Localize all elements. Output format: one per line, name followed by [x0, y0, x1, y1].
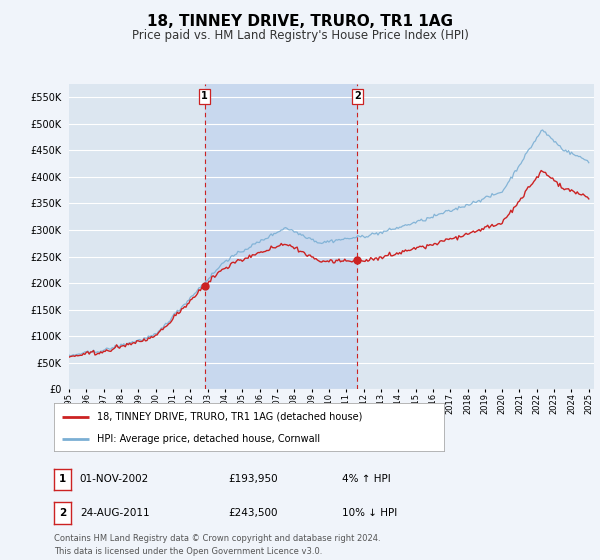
- Text: £243,500: £243,500: [228, 508, 277, 518]
- Text: 01-NOV-2002: 01-NOV-2002: [80, 474, 149, 484]
- Text: Contains HM Land Registry data © Crown copyright and database right 2024.
This d: Contains HM Land Registry data © Crown c…: [54, 534, 380, 556]
- Text: 18, TINNEY DRIVE, TRURO, TR1 1AG: 18, TINNEY DRIVE, TRURO, TR1 1AG: [147, 14, 453, 29]
- Bar: [205, 84, 358, 389]
- Text: 2: 2: [354, 91, 361, 101]
- Text: 18, TINNEY DRIVE, TRURO, TR1 1AG (detached house): 18, TINNEY DRIVE, TRURO, TR1 1AG (detach…: [97, 412, 362, 422]
- Text: 1: 1: [201, 91, 208, 101]
- Text: 2: 2: [59, 508, 66, 518]
- Text: 1: 1: [59, 474, 66, 484]
- Text: Price paid vs. HM Land Registry's House Price Index (HPI): Price paid vs. HM Land Registry's House …: [131, 29, 469, 42]
- Text: 10% ↓ HPI: 10% ↓ HPI: [342, 508, 397, 518]
- Text: HPI: Average price, detached house, Cornwall: HPI: Average price, detached house, Corn…: [97, 434, 320, 444]
- Text: 4% ↑ HPI: 4% ↑ HPI: [342, 474, 391, 484]
- Text: £193,950: £193,950: [228, 474, 278, 484]
- Text: 24-AUG-2011: 24-AUG-2011: [80, 508, 149, 518]
